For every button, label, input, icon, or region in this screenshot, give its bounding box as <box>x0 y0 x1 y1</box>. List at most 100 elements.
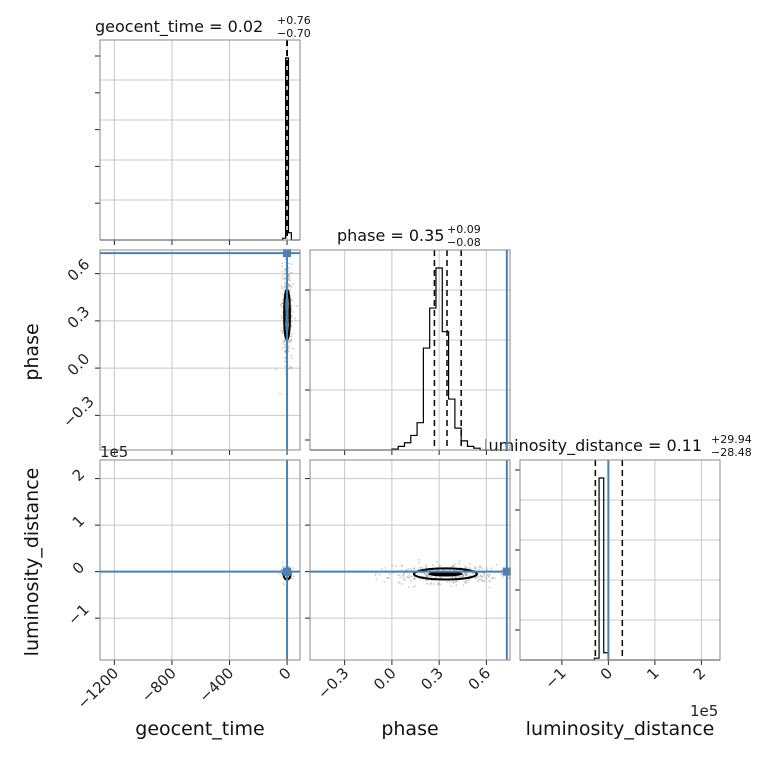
sample-point <box>463 580 466 583</box>
sample-point <box>426 573 428 576</box>
sample-point <box>289 289 292 291</box>
sample-point <box>476 579 479 582</box>
sample-point <box>458 560 461 562</box>
sample-point <box>281 317 283 320</box>
title-phase: phase = 0.35 <box>337 226 444 245</box>
sample-point <box>464 565 466 568</box>
sample-point <box>410 579 412 582</box>
sample-point <box>388 573 391 575</box>
sample-point <box>478 578 480 581</box>
sample-point <box>290 333 293 336</box>
sample-point <box>500 572 503 575</box>
sample-point <box>375 572 377 575</box>
sample-point <box>469 567 472 570</box>
sample-point <box>283 289 286 292</box>
sample-point <box>291 577 294 580</box>
sample-point <box>490 567 493 570</box>
sample-point <box>418 561 421 564</box>
title-geocent-time: geocent_time = 0.02 <box>95 17 263 37</box>
ylabel-luminosity-distance: luminosity_distance <box>21 468 43 657</box>
ylabel-phase: phase <box>21 323 43 380</box>
sample-point <box>284 272 286 275</box>
sample-point <box>395 565 398 568</box>
sample-point <box>290 321 293 323</box>
sample-point <box>287 278 290 280</box>
sample-point <box>290 366 293 369</box>
sample-point <box>453 565 456 568</box>
sample-point <box>469 574 472 577</box>
panel-frame <box>309 249 511 451</box>
sample-point <box>283 337 286 340</box>
sample-point <box>279 392 281 395</box>
truth-marker <box>283 249 292 258</box>
sample-point <box>374 574 377 577</box>
sample-point <box>480 579 483 582</box>
sample-point <box>288 279 291 282</box>
offset-text-luminosity-distance-y: 1e5 <box>100 443 128 461</box>
sample-point <box>481 579 484 582</box>
xlabel-luminosity-distance: luminosity_distance <box>526 718 715 740</box>
sample-point <box>280 287 283 290</box>
sample-point <box>284 373 287 376</box>
sample-point <box>284 343 287 346</box>
sample-point <box>439 583 442 586</box>
sample-point <box>288 345 291 348</box>
sample-point <box>283 565 286 567</box>
sample-point <box>288 283 291 286</box>
sample-point <box>284 369 287 372</box>
sample-point <box>289 272 291 274</box>
sample-point <box>281 561 284 564</box>
title-geocent-time-plus: +0.76 <box>277 14 311 27</box>
sample-point <box>290 314 293 317</box>
sample-point <box>292 567 294 569</box>
sample-point <box>410 575 413 578</box>
sample-point <box>292 347 294 350</box>
sample-point <box>403 578 406 581</box>
sample-point <box>281 305 284 308</box>
sample-point <box>450 576 453 579</box>
sample-point <box>380 568 383 570</box>
sample-point <box>493 577 496 580</box>
sample-point <box>414 578 416 581</box>
sample-point <box>397 580 400 583</box>
sample-point <box>388 577 391 579</box>
sample-point <box>284 285 287 288</box>
sample-point <box>430 582 433 585</box>
sample-point <box>436 560 438 563</box>
sample-point <box>428 583 431 586</box>
sample-point <box>290 354 293 357</box>
sample-point <box>291 299 293 301</box>
sample-point <box>464 574 467 577</box>
sample-point <box>421 567 424 569</box>
sample-point <box>402 574 405 577</box>
sample-point <box>469 563 471 565</box>
sample-point <box>485 567 488 570</box>
sample-point <box>455 580 457 583</box>
sample-point <box>433 583 435 585</box>
sample-point <box>401 583 403 585</box>
xlabel-phase: phase <box>381 718 438 740</box>
sample-point <box>426 579 429 582</box>
sample-point <box>287 368 290 370</box>
sample-point <box>452 580 454 583</box>
sample-point <box>294 317 297 320</box>
sample-point <box>282 343 285 345</box>
sample-point <box>282 346 285 349</box>
sample-point <box>281 262 284 265</box>
sample-point <box>282 293 284 296</box>
sample-point <box>282 582 285 585</box>
sample-point <box>418 558 420 561</box>
sample-point <box>290 338 293 341</box>
sample-point <box>283 278 286 281</box>
sample-point <box>419 566 422 569</box>
sample-point <box>290 286 293 289</box>
sample-point <box>458 562 460 565</box>
sample-point <box>280 569 283 571</box>
sample-point <box>283 339 286 342</box>
xlabel-geocent-time: geocent_time <box>135 718 264 740</box>
sample-point <box>290 335 293 338</box>
sample-point <box>283 282 286 285</box>
sample-point <box>288 262 291 265</box>
sample-point <box>483 572 486 575</box>
sample-point <box>281 274 284 277</box>
